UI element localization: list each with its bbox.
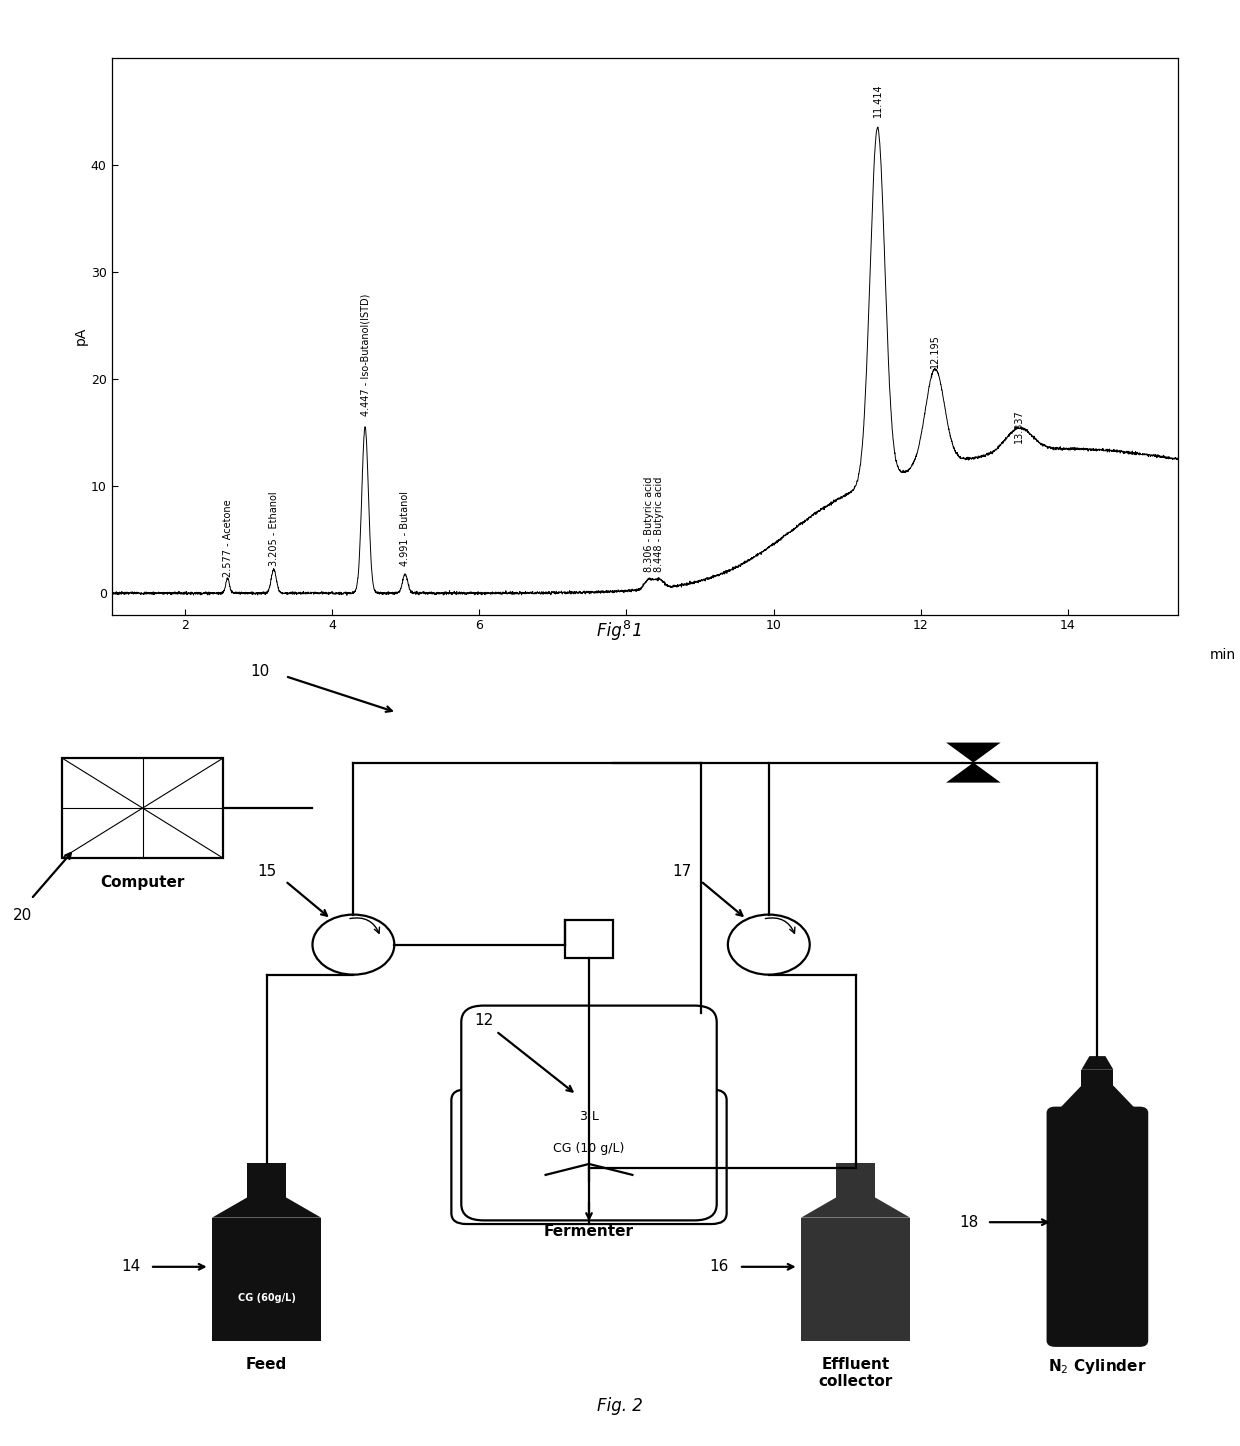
Bar — [1081, 1070, 1114, 1086]
Text: 3.205 - Ethanol: 3.205 - Ethanol — [269, 492, 279, 567]
Text: Fermenter: Fermenter — [544, 1223, 634, 1239]
FancyBboxPatch shape — [461, 1005, 717, 1220]
Text: Feed: Feed — [246, 1356, 288, 1372]
Text: 4.991 - Butanol: 4.991 - Butanol — [401, 492, 410, 567]
Text: 17: 17 — [672, 865, 692, 879]
Text: CG (10 g/L): CG (10 g/L) — [553, 1142, 625, 1155]
Text: 2.577 - Acetone: 2.577 - Acetone — [223, 499, 233, 577]
Text: 20: 20 — [12, 908, 32, 923]
Polygon shape — [1055, 1086, 1140, 1113]
FancyBboxPatch shape — [451, 1089, 727, 1223]
Text: CG (60g/L): CG (60g/L) — [238, 1293, 295, 1303]
Text: 3 L: 3 L — [579, 1111, 599, 1124]
Bar — [62, 758, 223, 857]
Polygon shape — [801, 1197, 910, 1218]
Polygon shape — [946, 743, 1001, 762]
FancyBboxPatch shape — [1047, 1106, 1148, 1346]
Bar — [801, 1218, 910, 1340]
Text: 15: 15 — [257, 865, 277, 879]
Bar — [212, 1218, 321, 1340]
Text: 4.447 - Iso-Butanol(ISTD): 4.447 - Iso-Butanol(ISTD) — [360, 294, 370, 416]
Text: 14: 14 — [120, 1259, 140, 1274]
Text: 8.306 - Butyric acid: 8.306 - Butyric acid — [644, 476, 653, 571]
Text: 18: 18 — [959, 1215, 978, 1229]
Text: Fig. 2: Fig. 2 — [598, 1397, 642, 1416]
Text: Effluent
collector: Effluent collector — [818, 1356, 893, 1390]
Text: 16: 16 — [709, 1259, 729, 1274]
Text: 13.337: 13.337 — [1014, 409, 1024, 444]
Text: 8.448 - Butyric acid: 8.448 - Butyric acid — [655, 476, 665, 571]
Text: Fig. 1: Fig. 1 — [598, 622, 642, 641]
Bar — [565, 920, 613, 959]
Text: min: min — [1210, 648, 1236, 662]
Text: 11.414: 11.414 — [873, 82, 883, 117]
Text: 12: 12 — [474, 1012, 494, 1028]
Polygon shape — [212, 1197, 321, 1218]
Text: N$_2$ Cylinder: N$_2$ Cylinder — [1048, 1356, 1147, 1377]
Text: 12.195: 12.195 — [930, 334, 940, 369]
Polygon shape — [946, 762, 1001, 782]
Y-axis label: pA: pA — [74, 327, 88, 346]
Text: 10: 10 — [250, 664, 270, 680]
Bar — [836, 1163, 875, 1197]
Polygon shape — [1081, 1056, 1114, 1070]
Text: Computer: Computer — [100, 875, 185, 889]
Bar — [247, 1163, 286, 1197]
